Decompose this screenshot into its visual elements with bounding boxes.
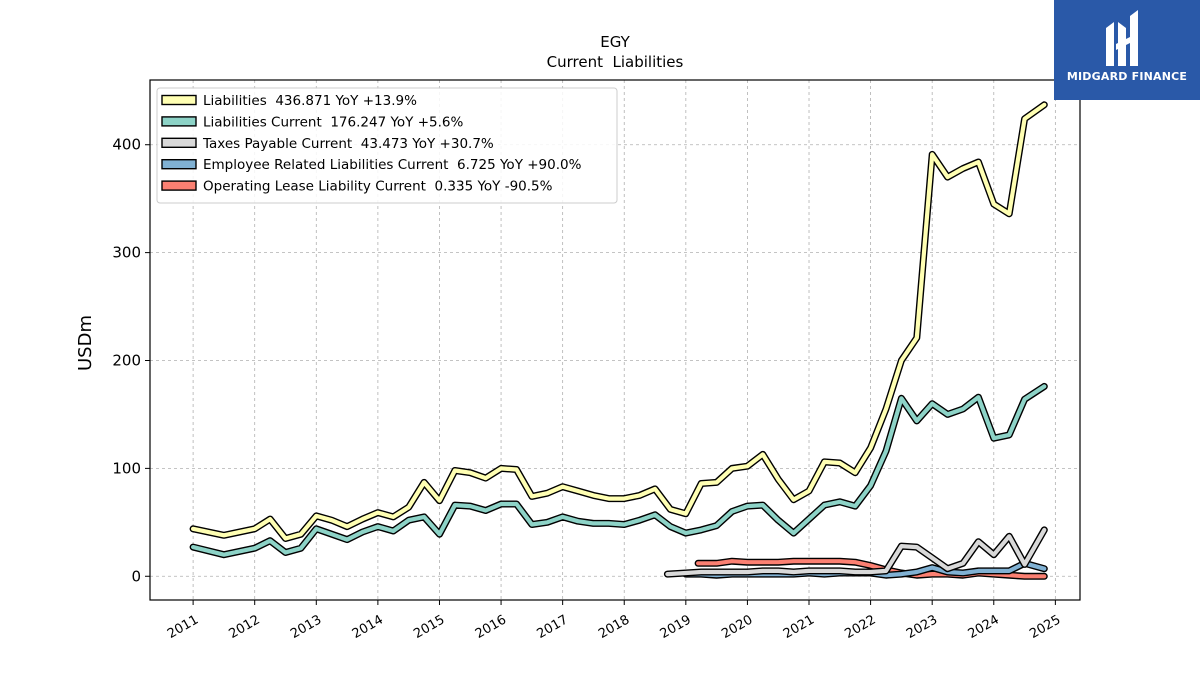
- legend-item: Employee Related Liabilities Current 6.7…: [161, 157, 582, 173]
- x-tick-label: 2012: [227, 612, 263, 642]
- brand-logo: MIDGARD FINANCE: [1054, 0, 1200, 100]
- x-tick-label: 2018: [596, 612, 632, 642]
- x-tick-label: 2013: [288, 612, 324, 642]
- legend-item: Operating Lease Liability Current 0.335 …: [161, 179, 553, 195]
- series-line: [191, 102, 1047, 541]
- legend-swatch: [161, 158, 197, 170]
- legend: Liabilities 436.871 YoY +13.9% Liabilitie…: [156, 87, 618, 204]
- legend-label: Liabilities Current 176.247 YoY +5.6%: [203, 114, 463, 130]
- legend-swatch: [161, 116, 197, 127]
- legend-item: Liabilities 436.871 YoY +13.9%: [161, 93, 417, 109]
- x-tick-label: 2017: [534, 612, 570, 642]
- y-tick-label: 100: [112, 459, 141, 477]
- y-tick-label: 200: [112, 351, 141, 369]
- legend-item: Liabilities Current 176.247 YoY +5.6%: [161, 114, 463, 130]
- y-axis-label: USDm: [75, 315, 96, 371]
- x-tick-label: 2014: [350, 612, 386, 642]
- series-line: [191, 384, 1047, 557]
- legend-swatch: [161, 180, 197, 191]
- legend-swatch: [161, 137, 197, 149]
- logo-text: MIDGARD FINANCE: [1066, 70, 1188, 83]
- legend-label: Taxes Payable Current 43.473 YoY +30.7%: [202, 136, 494, 152]
- plot-frame: [149, 79, 1081, 601]
- x-tick-label: 2015: [411, 612, 447, 642]
- x-tick-label: 2016: [473, 612, 509, 642]
- series-2: [189, 382, 1048, 559]
- legend-label: Employee Related Liabilities Current 6.7…: [203, 157, 582, 173]
- chart-title: EGY: [600, 33, 630, 51]
- y-tick-label: 0: [131, 567, 141, 585]
- y-tick-label: 300: [112, 244, 141, 262]
- y-axis: 0 100 200 300 400: [112, 136, 150, 585]
- series-line: [665, 527, 1047, 577]
- legend-box: [156, 87, 618, 204]
- x-tick-label: 2023: [904, 612, 940, 642]
- x-tick-label: 2022: [842, 612, 878, 642]
- series-layer: [189, 101, 1048, 580]
- series-1: [189, 101, 1048, 542]
- legend-label: Operating Lease Liability Current 0.335 …: [203, 179, 553, 195]
- x-tick-label: 2011: [165, 612, 201, 642]
- chart-subtitle: Current Liabilities: [547, 53, 684, 71]
- x-axis: 2011 2012 2013 2014 2015 2016 2017 2018 2019 2020…: [165, 600, 1063, 642]
- x-tick-label: 2025: [1027, 612, 1063, 642]
- y-tick-label: 400: [112, 136, 141, 154]
- series-3: [663, 526, 1048, 578]
- x-tick-label: 2020: [719, 612, 755, 642]
- legend-swatch: [161, 94, 197, 106]
- midgard-logo-icon: [1106, 10, 1138, 66]
- x-tick-label: 2024: [966, 612, 1002, 642]
- grid: [150, 80, 1080, 600]
- x-tick-label: 2021: [781, 612, 817, 642]
- legend-item: Taxes Payable Current 43.473 YoY +30.7%: [161, 136, 494, 152]
- x-tick-label: 2019: [658, 612, 694, 642]
- legend-label: Liabilities 436.871 YoY +13.9%: [203, 93, 417, 109]
